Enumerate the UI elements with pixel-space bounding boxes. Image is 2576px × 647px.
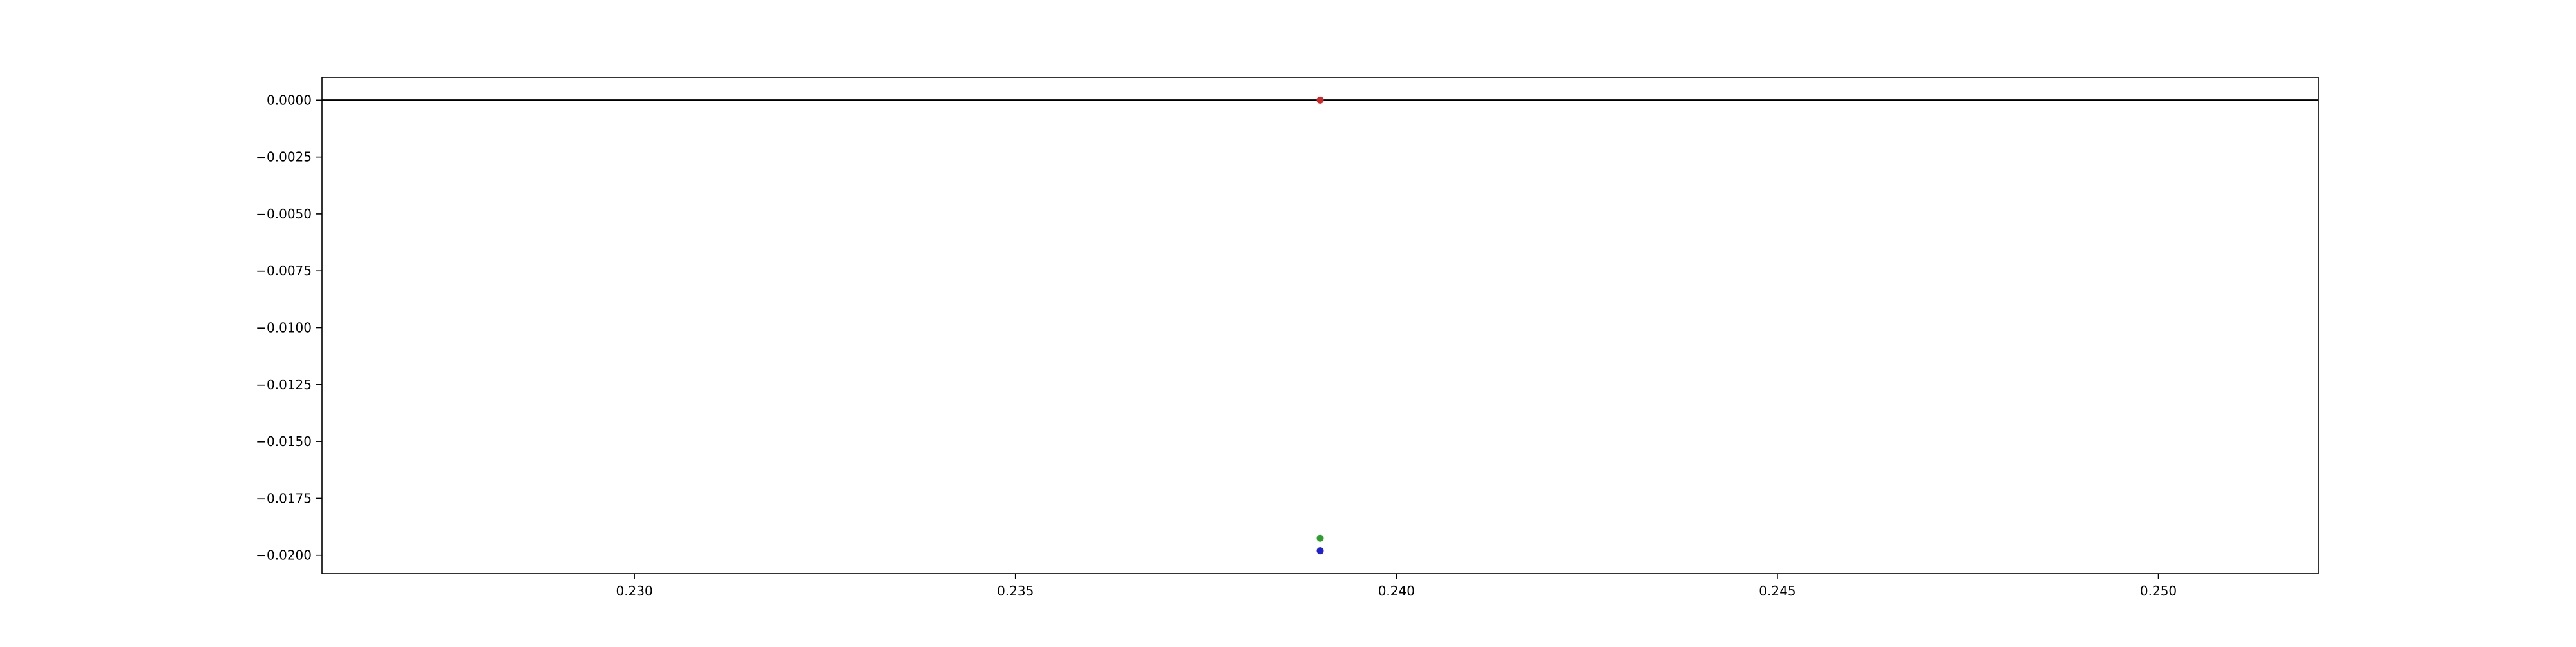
data-point-series-2	[1316, 547, 1324, 555]
y-tick-label: −0.0100	[256, 320, 312, 336]
y-tick-label: −0.0175	[256, 490, 312, 506]
data-point-series-1	[1316, 534, 1324, 542]
x-tick-label: 0.235	[997, 583, 1034, 599]
plot-area-frame	[321, 77, 2319, 574]
y-tick-label: −0.0125	[256, 377, 312, 392]
data-point-series-0	[1316, 96, 1324, 104]
x-tick-label: 0.230	[616, 583, 652, 599]
y-tick-label: −0.0150	[256, 434, 312, 449]
y-tick-label: 0.0000	[267, 92, 312, 108]
x-axis: 0.230 0.235 0.240 0.245 0.250	[616, 574, 2177, 599]
x-tick-label: 0.245	[1759, 583, 1795, 599]
x-tick-label: 0.250	[2140, 583, 2177, 599]
x-tick-label: 0.240	[1378, 583, 1415, 599]
y-tick-label: −0.0200	[256, 548, 312, 563]
y-tick-label: −0.0050	[256, 206, 312, 222]
y-axis: 0.0000 −0.0025 −0.0050 −0.0075 −0.0100 −0.012…	[256, 92, 322, 563]
data-points	[1316, 96, 1324, 555]
y-tick-label: −0.0025	[256, 150, 312, 165]
y-tick-label: −0.0075	[256, 263, 312, 278]
